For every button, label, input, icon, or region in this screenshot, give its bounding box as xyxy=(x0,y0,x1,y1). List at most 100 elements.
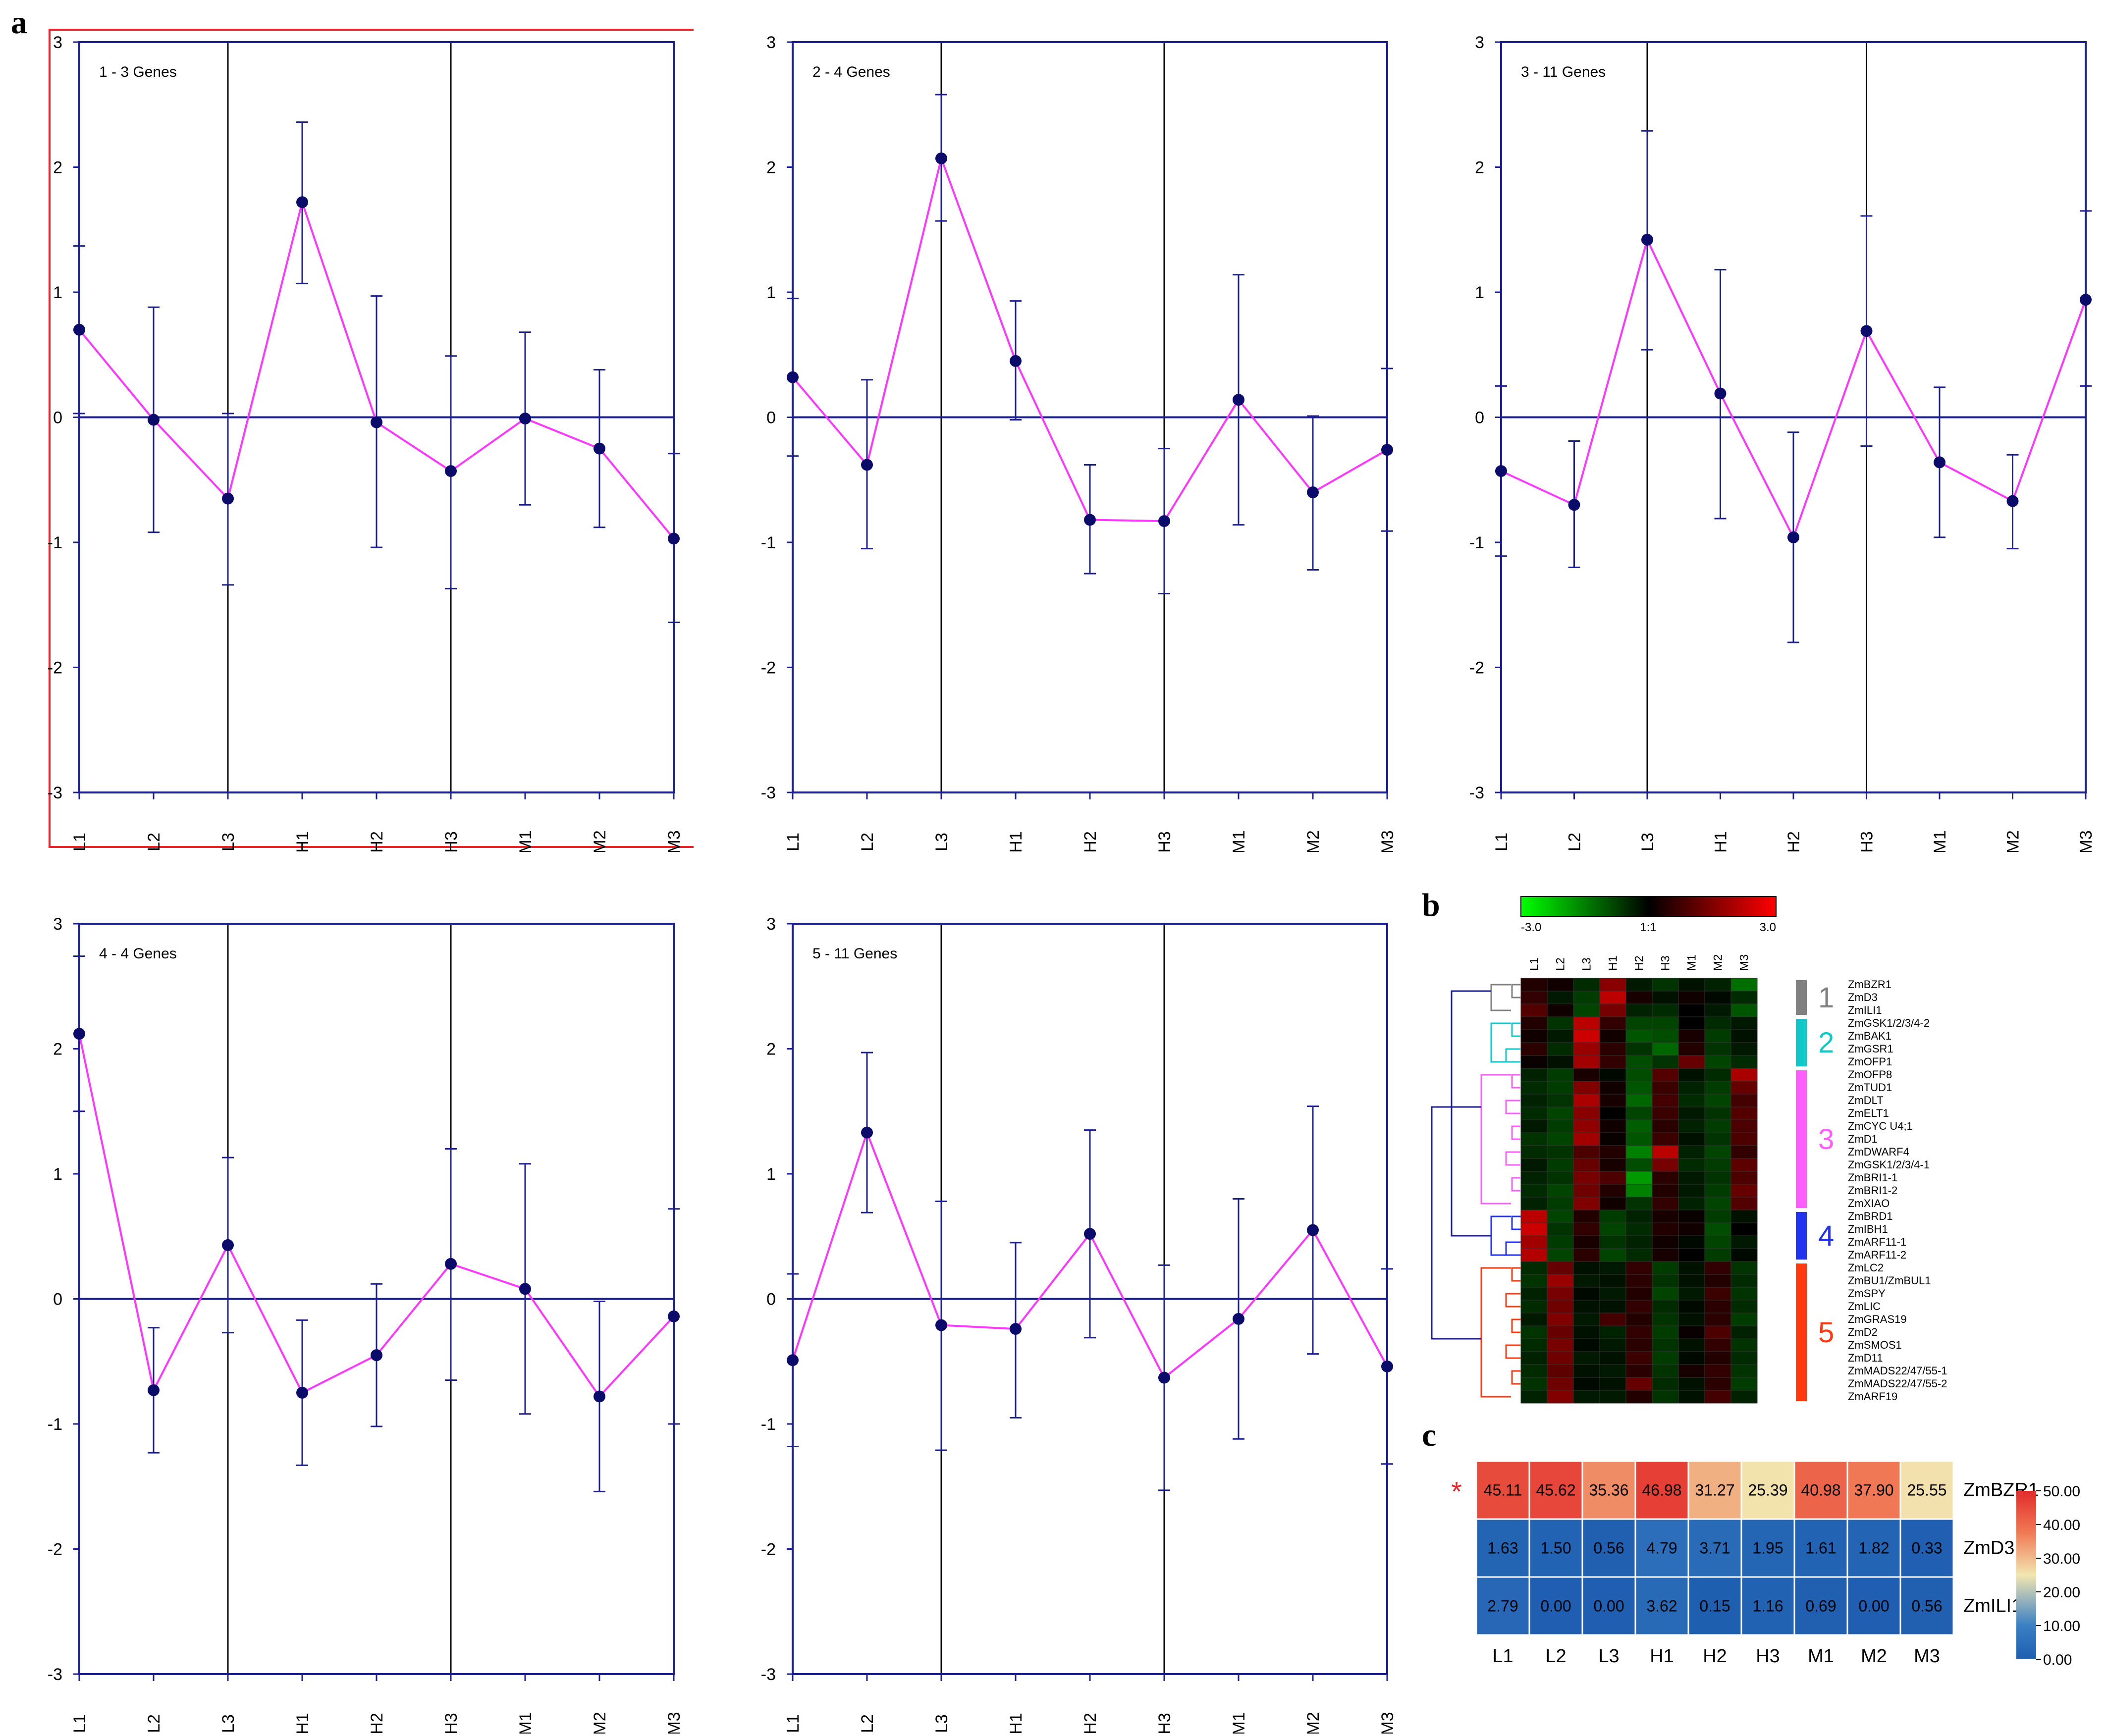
heatmap-cell xyxy=(1730,1132,1758,1146)
data-point xyxy=(2006,495,2019,507)
y-tick-label: 0 xyxy=(766,409,776,427)
heatmap-column-label: H3 xyxy=(1659,955,1673,971)
y-tick-label: 3 xyxy=(766,33,776,52)
heatmap-cell xyxy=(1599,1132,1626,1146)
x-tick-label: M3 xyxy=(665,830,684,852)
gene-label: ZmILI1 xyxy=(1848,1004,1882,1016)
gene-label: ZmARF19 xyxy=(1848,1390,1897,1403)
heatmap-cell xyxy=(1652,1016,1679,1030)
heatmap-cell xyxy=(1678,1158,1705,1172)
table-cell xyxy=(1581,1576,1636,1636)
cluster-bar xyxy=(1796,980,1807,1015)
heatmap-cell xyxy=(1547,1300,1574,1314)
data-point xyxy=(519,1283,531,1295)
heatmap-cell xyxy=(1704,1248,1731,1262)
scale-label-mid: 1:1 xyxy=(1640,921,1656,934)
y-tick-label: -3 xyxy=(761,1665,776,1684)
heatmap-cell xyxy=(1599,1338,1626,1352)
table-cell-value: 46.98 xyxy=(1642,1481,1681,1499)
heatmap-cell xyxy=(1573,1351,1600,1365)
heatmap-cell xyxy=(1599,1364,1626,1378)
heatmap-cell xyxy=(1625,1081,1653,1095)
dendrogram-branch xyxy=(1505,1048,1521,1063)
heatmap-cell xyxy=(1599,1171,1626,1185)
y-tick-label: -1 xyxy=(48,1415,62,1434)
profile-plot-4: 3 2 1 0 -1 -2 -3 L1 L2 L3 H1 H2 H3 M1 M2 M3 4 - 4 Genes xyxy=(0,882,694,1736)
table-cell xyxy=(1634,1576,1689,1636)
colorbar xyxy=(2016,1491,2036,1659)
heatmap-cell xyxy=(1520,1364,1548,1378)
heatmap-cell xyxy=(1730,1325,1758,1339)
heatmap-cell xyxy=(1678,1222,1705,1236)
heatmap-cell xyxy=(1625,1248,1653,1262)
table-cell-value: 0.56 xyxy=(1593,1539,1624,1557)
dendrogram-branch xyxy=(1451,990,1491,1237)
heatmap-cell xyxy=(1547,1274,1574,1288)
heatmap-cell xyxy=(1704,1261,1731,1275)
heatmap-svg: -3.0 1:1 3.0L1 L2 L3 H1 H2 H3 M1 M2 M3ZmBZR1ZmD3Zm… xyxy=(1431,896,1947,1404)
heatmap-cell xyxy=(1625,1094,1653,1107)
data-point xyxy=(519,413,531,425)
heatmap-cell xyxy=(1730,1081,1758,1095)
y-tick-label: -2 xyxy=(761,1540,776,1559)
y-tick-label: 3 xyxy=(53,915,62,934)
gene-label: ZmBRI1-1 xyxy=(1848,1171,1897,1184)
heatmap-cell xyxy=(1625,1325,1653,1339)
y-tick-label: -3 xyxy=(48,1665,62,1684)
x-tick-label: M1 xyxy=(1230,830,1248,852)
heatmap-cell xyxy=(1678,1081,1705,1095)
heatmap-cell xyxy=(1730,1364,1758,1378)
heatmap-cell xyxy=(1730,978,1758,992)
heatmap-cell xyxy=(1652,1029,1679,1043)
heatmap-cell xyxy=(1520,1003,1548,1017)
heatmap-cell xyxy=(1652,1094,1679,1107)
heatmap-cell xyxy=(1730,1197,1758,1210)
heatmap-cell xyxy=(1625,1235,1653,1249)
heatmap-cell xyxy=(1652,1119,1679,1133)
gene-label: ZmMADS22/47/55-1 xyxy=(1848,1365,1947,1377)
heatmap-cell xyxy=(1730,1171,1758,1185)
heatmap-cell xyxy=(1704,1300,1731,1314)
heatmap-cell xyxy=(1573,1338,1600,1352)
heatmap-cell xyxy=(1730,1158,1758,1172)
heatmap-cell xyxy=(1704,1364,1731,1378)
y-tick-label: 3 xyxy=(53,33,62,52)
data-point xyxy=(73,1028,85,1040)
heatmap-cell xyxy=(1625,1364,1653,1378)
dendrogram-branch xyxy=(1511,984,1521,999)
heatmap-cell xyxy=(1520,1094,1548,1107)
heatmap-cell xyxy=(1652,1222,1679,1236)
gene-label: ZmMADS22/47/55-2 xyxy=(1848,1377,1947,1390)
x-tick-label: H1 xyxy=(1712,831,1730,852)
gene-label: ZmBU1/ZmBUL1 xyxy=(1848,1274,1931,1287)
heatmap-cell xyxy=(1678,1364,1705,1378)
heatmap-cell xyxy=(1625,1377,1653,1391)
y-tick-label: -1 xyxy=(48,533,62,552)
heatmap-column-label: H1 xyxy=(1607,955,1620,971)
table-column-label: H2 xyxy=(1703,1646,1727,1667)
heatmap-cell xyxy=(1652,1197,1679,1210)
table-cell-value: 3.62 xyxy=(1646,1597,1677,1615)
heatmap-cell xyxy=(1704,1287,1731,1301)
heatmap-cell xyxy=(1652,1171,1679,1185)
gene-label: ZmD2 xyxy=(1848,1326,1878,1338)
profile-plot-1-svg: 3 2 1 0 -1 -2 -3 L1 L2 L3 H1 H2 H3 M1 M2 M3 1 - 3 Genes xyxy=(48,29,704,854)
heatmap-cell xyxy=(1678,1300,1705,1314)
x-tick-label: L3 xyxy=(219,1714,238,1733)
heatmap-cell xyxy=(1704,978,1731,992)
heatmap-cell xyxy=(1652,978,1679,992)
x-tick-label: H2 xyxy=(368,831,386,852)
data-point xyxy=(148,1384,160,1396)
heatmap-cell xyxy=(1599,1325,1626,1339)
data-point xyxy=(594,442,605,455)
heatmap-cell xyxy=(1704,1210,1731,1223)
heatmap-column-label: M1 xyxy=(1685,954,1699,971)
heatmap-cell xyxy=(1625,1300,1653,1314)
heatmap-cell xyxy=(1704,1390,1731,1404)
cluster-number: 2 xyxy=(1818,1027,1834,1059)
heatmap-cell xyxy=(1625,1068,1653,1082)
x-tick-label: L3 xyxy=(932,833,951,851)
heatmap-cell xyxy=(1547,1042,1574,1056)
dendrogram-branch xyxy=(1490,1215,1511,1256)
colorbar-tick-label: 40.00 xyxy=(2043,1517,2080,1533)
